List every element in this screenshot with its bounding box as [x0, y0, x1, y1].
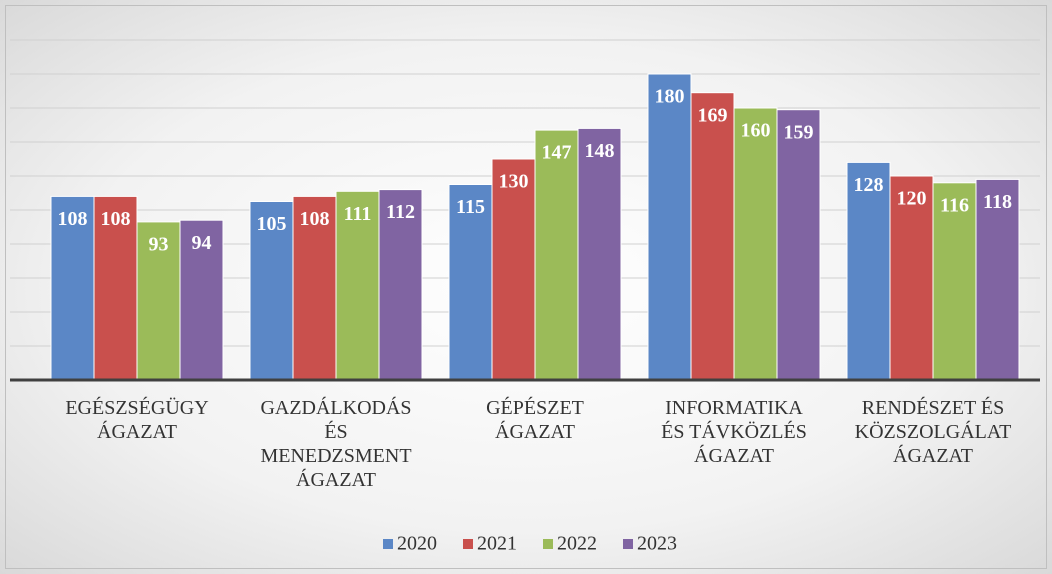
bar [93, 195, 138, 381]
data-label: 108 [300, 208, 330, 230]
legend-label: 2021 [477, 533, 517, 555]
data-label: 159 [784, 121, 814, 143]
bar [975, 178, 1020, 381]
bar [647, 73, 692, 381]
bar [776, 109, 821, 381]
bar [733, 107, 778, 381]
bar [292, 195, 337, 381]
legend-swatch [543, 539, 553, 549]
data-label: 169 [698, 104, 728, 126]
x-tick-label: GAZDÁLKODÁS ÉS MENEDZSMENT ÁGAZAT [260, 397, 412, 491]
legend-swatch [463, 539, 473, 549]
bar [690, 92, 735, 381]
x-tick-label: EGÉSZSÉGÜGY ÁGAZAT [65, 397, 209, 443]
x-tick-label: INFORMATIKA ÉS TÁVKÖZLÉS ÁGAZAT [661, 397, 807, 467]
bar [50, 195, 95, 381]
chart-border [5, 5, 1047, 569]
legend-label: 2022 [557, 533, 597, 555]
legend-swatch [383, 539, 393, 549]
data-label: 128 [854, 174, 884, 196]
data-label: 108 [101, 208, 131, 230]
x-tick-label: GÉPÉSZET ÁGAZAT [486, 397, 584, 443]
data-label: 180 [655, 86, 685, 108]
data-label: 120 [897, 188, 927, 210]
data-label: 93 [149, 233, 169, 255]
data-label: 118 [983, 191, 1012, 213]
bar [534, 129, 579, 381]
bar [932, 182, 977, 381]
data-label: 105 [257, 213, 287, 235]
data-label: 116 [940, 194, 969, 216]
legend-swatch [623, 539, 633, 549]
data-label: 130 [499, 171, 529, 193]
legend-label: 2020 [397, 533, 437, 555]
bar [577, 127, 622, 381]
legend-label: 2023 [637, 533, 677, 555]
data-label: 108 [58, 208, 88, 230]
data-label: 112 [386, 201, 415, 223]
bar [335, 190, 380, 381]
data-label: 115 [456, 196, 485, 218]
data-label: 160 [741, 120, 771, 142]
data-label: 111 [344, 203, 372, 225]
bar [378, 189, 423, 381]
x-tick-label: RENDÉSZET ÉS KÖZSZOLGÁLAT ÁGAZAT [854, 397, 1012, 467]
data-label: 148 [585, 140, 615, 162]
bar [491, 158, 536, 381]
data-label: 147 [542, 142, 572, 164]
data-label: 94 [192, 232, 212, 254]
